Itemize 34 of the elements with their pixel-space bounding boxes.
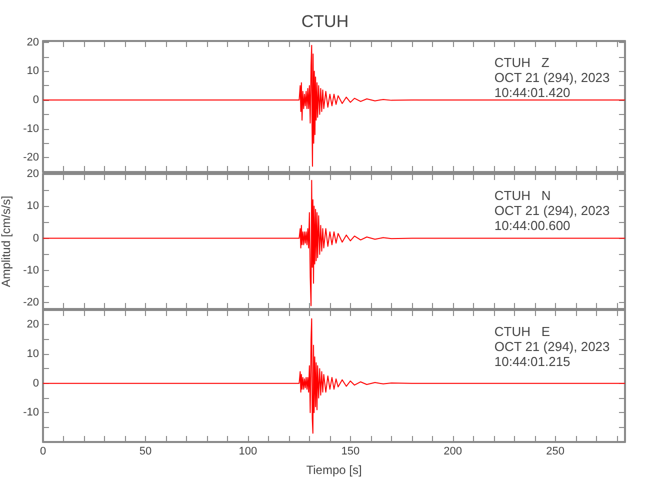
annotation: OCT 21 (294), 2023: [494, 70, 610, 85]
annotation: CTUH N: [494, 188, 551, 203]
y-tick-label: -10: [23, 406, 39, 419]
y-axis-title: Amplitud [cm/s/s]: [0, 196, 13, 288]
annotation: CTUH Z: [494, 55, 550, 70]
annotation: 10:44:00.600: [494, 218, 570, 233]
annotation: CTUH E: [494, 324, 550, 339]
annotation: 10:44:01.420: [494, 85, 570, 100]
y-tick-label: 20: [26, 36, 39, 48]
y-tick-label: -20: [23, 296, 39, 309]
line-series: [42, 318, 626, 434]
x-tick-label: 50: [139, 446, 152, 458]
x-tick-label: 100: [238, 446, 258, 458]
annotation: 10:44:01.215: [494, 354, 570, 369]
y-tick-label: 0: [32, 377, 39, 390]
y-tick-label: -10: [23, 122, 39, 135]
y-tick-label: -20: [23, 152, 39, 164]
y-tick-label: 0: [32, 94, 39, 106]
y-tick-label: 10: [26, 348, 39, 360]
y-tick-label: -10: [23, 264, 39, 276]
x-tick-label: 200: [444, 446, 462, 458]
y-tick-label: 0: [32, 232, 39, 244]
line-series: [42, 180, 626, 306]
annotation: OCT 21 (294), 2023: [494, 203, 610, 218]
y-tick-label: 10: [26, 200, 39, 212]
chart-title: CTUH: [301, 12, 349, 31]
annotation: OCT 21 (294), 2023: [494, 339, 610, 354]
line-series: [42, 44, 626, 167]
x-tick-label: 150: [341, 446, 360, 458]
y-tick-label: 10: [26, 65, 39, 78]
x-axis-title: Tiempo [s]: [306, 463, 362, 477]
y-tick-label: 20: [26, 168, 39, 180]
y-tick-label: 20: [26, 318, 39, 331]
x-tick-label: 250: [546, 446, 565, 458]
